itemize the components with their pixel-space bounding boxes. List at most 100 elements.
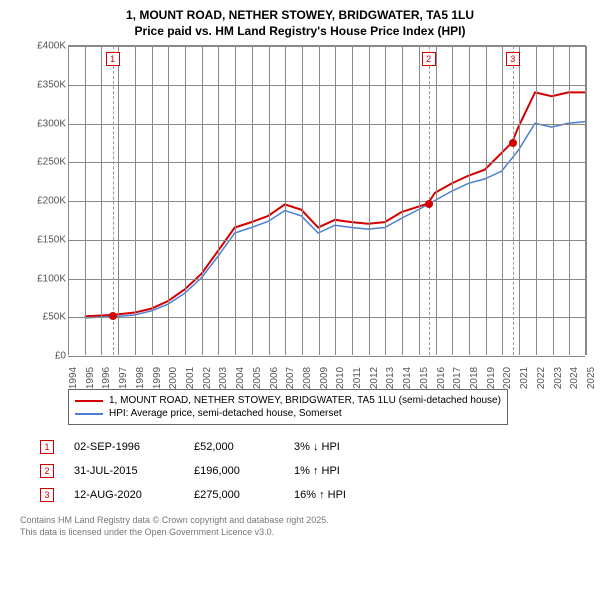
transaction-date: 02-SEP-1996 — [74, 441, 174, 453]
x-gridline — [352, 46, 353, 355]
x-tick-label: 2021 — [519, 367, 530, 389]
plot-area: £0£50K£100K£150K£200K£250K£300K£350K£400… — [68, 45, 586, 355]
x-tick-label: 1999 — [152, 367, 163, 389]
y-tick-label: £250K — [30, 157, 66, 168]
transaction-table: 102-SEP-1996£52,0003% ↓ HPI231-JUL-2015£… — [40, 435, 590, 507]
y-gridline — [68, 356, 585, 357]
marker-line — [513, 46, 514, 355]
x-tick-label: 1995 — [85, 367, 96, 389]
x-gridline — [85, 46, 86, 355]
x-gridline — [419, 46, 420, 355]
x-gridline — [436, 46, 437, 355]
x-tick-label: 2004 — [235, 367, 246, 389]
y-tick-label: £350K — [30, 79, 66, 90]
x-tick-label: 2023 — [553, 367, 564, 389]
x-tick-label: 2015 — [419, 367, 430, 389]
y-gridline — [68, 46, 585, 47]
x-tick-label: 2008 — [302, 367, 313, 389]
x-gridline — [335, 46, 336, 355]
legend: 1, MOUNT ROAD, NETHER STOWEY, BRIDGWATER… — [68, 389, 508, 425]
x-gridline — [285, 46, 286, 355]
x-gridline — [135, 46, 136, 355]
x-gridline — [185, 46, 186, 355]
x-tick-label: 2007 — [285, 367, 296, 389]
title-line1: 1, MOUNT ROAD, NETHER STOWEY, BRIDGWATER… — [10, 8, 590, 24]
x-gridline — [168, 46, 169, 355]
transaction-price: £196,000 — [194, 465, 274, 477]
x-tick-label: 2012 — [369, 367, 380, 389]
x-tick-label: 2005 — [252, 367, 263, 389]
x-tick-label: 1996 — [101, 367, 112, 389]
x-gridline — [68, 46, 69, 355]
x-gridline — [569, 46, 570, 355]
footer-note: Contains HM Land Registry data © Crown c… — [20, 515, 590, 538]
x-gridline — [152, 46, 153, 355]
chart-title: 1, MOUNT ROAD, NETHER STOWEY, BRIDGWATER… — [10, 8, 590, 39]
y-tick-label: £150K — [30, 234, 66, 245]
transaction-date: 12-AUG-2020 — [74, 489, 174, 501]
x-gridline — [118, 46, 119, 355]
legend-swatch — [75, 413, 103, 415]
x-gridline — [486, 46, 487, 355]
x-tick-label: 2020 — [502, 367, 513, 389]
y-gridline — [68, 279, 585, 280]
legend-label: HPI: Average price, semi-detached house,… — [109, 408, 342, 419]
x-tick-label: 2014 — [402, 367, 413, 389]
y-gridline — [68, 201, 585, 202]
transaction-date: 31-JUL-2015 — [74, 465, 174, 477]
x-tick-label: 2006 — [269, 367, 280, 389]
title-line2: Price paid vs. HM Land Registry's House … — [10, 24, 590, 40]
y-tick-label: £100K — [30, 273, 66, 284]
marker-badge: 1 — [106, 52, 120, 66]
y-gridline — [68, 240, 585, 241]
footer-line1: Contains HM Land Registry data © Crown c… — [20, 515, 590, 527]
transaction-marker: 2 — [40, 464, 54, 478]
x-tick-label: 1998 — [135, 367, 146, 389]
x-tick-label: 2022 — [536, 367, 547, 389]
transaction-row: 2 31-JUL-2015 £196,000 1% ↑ HPI — [40, 459, 590, 483]
x-tick-label: 2002 — [202, 367, 213, 389]
y-gridline — [68, 85, 585, 86]
x-gridline — [502, 46, 503, 355]
transaction-delta: 1% ↑ HPI — [294, 465, 384, 477]
x-tick-label: 2016 — [436, 367, 447, 389]
legend-label: 1, MOUNT ROAD, NETHER STOWEY, BRIDGWATER… — [109, 395, 501, 406]
x-gridline — [553, 46, 554, 355]
marker-dot — [109, 312, 117, 320]
x-gridline — [101, 46, 102, 355]
x-gridline — [252, 46, 253, 355]
x-tick-label: 2024 — [569, 367, 580, 389]
x-gridline — [452, 46, 453, 355]
y-tick-label: £400K — [30, 41, 66, 52]
x-tick-label: 2011 — [352, 367, 363, 389]
y-gridline — [68, 124, 585, 125]
footer-line2: This data is licensed under the Open Gov… — [20, 527, 590, 539]
y-tick-label: £50K — [30, 312, 66, 323]
marker-badge: 3 — [506, 52, 520, 66]
x-tick-label: 2000 — [168, 367, 179, 389]
y-gridline — [68, 317, 585, 318]
x-gridline — [218, 46, 219, 355]
transaction-delta: 16% ↑ HPI — [294, 489, 384, 501]
transaction-row: 102-SEP-1996£52,0003% ↓ HPI — [40, 435, 590, 459]
transaction-marker: 3 — [40, 488, 54, 502]
x-tick-label: 2018 — [469, 367, 480, 389]
y-tick-label: £200K — [30, 196, 66, 207]
x-gridline — [586, 46, 587, 355]
x-tick-label: 1997 — [118, 367, 129, 389]
x-tick-label: 2019 — [486, 367, 497, 389]
x-tick-label: 2003 — [218, 367, 229, 389]
y-gridline — [68, 162, 585, 163]
marker-dot — [509, 139, 517, 147]
transaction-row: 3 12-AUG-2020 £275,000 16% ↑ HPI — [40, 483, 590, 507]
marker-badge: 2 — [422, 52, 436, 66]
x-gridline — [402, 46, 403, 355]
transaction-price: £52,000 — [194, 441, 274, 453]
legend-item: 1, MOUNT ROAD, NETHER STOWEY, BRIDGWATER… — [75, 394, 501, 407]
transaction-price: £275,000 — [194, 489, 274, 501]
legend-item: HPI: Average price, semi-detached house,… — [75, 407, 501, 420]
x-gridline — [385, 46, 386, 355]
x-gridline — [269, 46, 270, 355]
x-tick-label: 2017 — [452, 367, 463, 389]
x-tick-label: 2025 — [586, 367, 597, 389]
